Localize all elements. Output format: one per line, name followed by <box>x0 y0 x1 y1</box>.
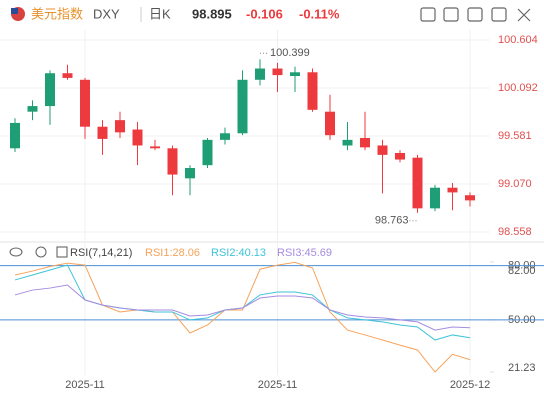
candle-body <box>465 195 475 201</box>
symbol-code: DXY <box>93 6 120 21</box>
period[interactable]: 日K <box>149 6 171 21</box>
candle-body <box>377 145 388 155</box>
legend-entry: RSI2:40.13 <box>211 247 266 259</box>
x-tick-label: 2025-12 <box>450 379 490 391</box>
rsi-line <box>14 284 471 331</box>
change-pct: -0.11% <box>299 6 340 21</box>
candle-body <box>325 111 335 136</box>
candle-body <box>220 133 230 140</box>
candle-body <box>62 73 73 78</box>
x-tick-label: 2025-11 <box>258 379 298 391</box>
candle-body <box>27 106 38 112</box>
flag-canton <box>11 8 18 14</box>
candle-body <box>272 68 283 76</box>
candle-body <box>167 148 178 175</box>
tool-icon[interactable] <box>420 7 436 22</box>
y-tick-label: 98.558 <box>498 226 532 238</box>
candle-body <box>430 187 440 209</box>
candle-body <box>10 122 20 149</box>
candle-body <box>360 137 370 148</box>
high-annotation: 100.399 <box>270 47 310 59</box>
candle-body <box>80 79 90 127</box>
candle-body <box>115 120 125 133</box>
candle-body <box>290 72 300 77</box>
price: 98.895 <box>192 6 232 21</box>
box-icon[interactable] <box>56 246 68 258</box>
low-annotation: 98.763 <box>375 215 409 227</box>
candle-body <box>202 139 213 166</box>
indicator-title: RSI(7,14,21) <box>70 247 132 259</box>
x-tick-label: 2025-11 <box>65 379 105 391</box>
candle-body <box>132 129 143 146</box>
candle-body <box>307 72 318 110</box>
rsi-line <box>14 264 471 341</box>
y-tick-label: 99.070 <box>498 178 532 190</box>
y-tick-label: 21.23 <box>508 362 536 374</box>
candle-body <box>97 126 108 139</box>
tool-icon[interactable] <box>491 7 507 22</box>
y-tick-label: 100.604 <box>498 34 538 46</box>
rsi-line <box>14 261 471 373</box>
candle-body <box>45 73 55 107</box>
tool-icon[interactable] <box>467 7 483 22</box>
candle-body <box>412 157 423 209</box>
candle-body <box>395 152 405 160</box>
candle-body <box>150 146 160 149</box>
legend-entry: RSI1:28.06 <box>145 247 200 259</box>
gear-icon[interactable] <box>35 246 47 258</box>
y-tick-label: 99.581 <box>498 130 532 142</box>
eye-icon[interactable] <box>9 247 23 257</box>
y-tick-label: 82.00 <box>508 265 536 277</box>
y-tick-label: 100.092 <box>498 82 538 94</box>
candle-body <box>185 168 195 179</box>
close-icon[interactable] <box>517 8 531 22</box>
symbol-name: 美元指数 <box>31 6 83 21</box>
candle-body <box>237 79 248 134</box>
legend-entry: RSI3:45.69 <box>277 247 332 259</box>
change: -0.106 <box>246 6 283 21</box>
tool-icon[interactable] <box>443 7 459 22</box>
candle-body <box>447 187 458 193</box>
candle-body <box>255 68 265 80</box>
candle-body <box>342 139 353 146</box>
